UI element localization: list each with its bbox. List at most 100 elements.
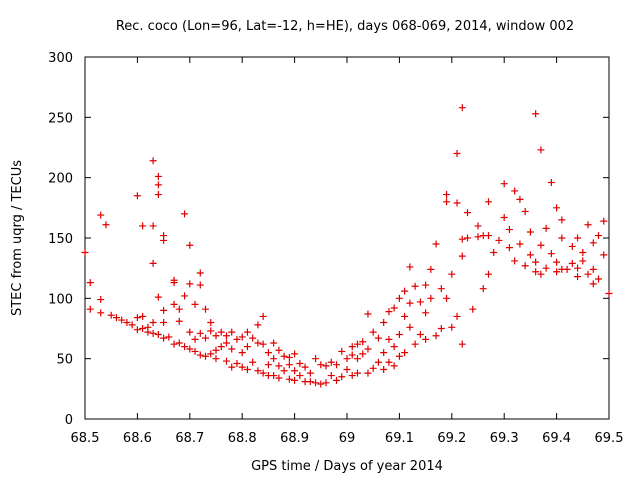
data-point (432, 332, 440, 340)
data-point (395, 331, 403, 339)
data-point (595, 275, 603, 283)
data-point (233, 359, 241, 367)
data-point (600, 251, 608, 259)
data-point (139, 312, 147, 320)
data-point (563, 265, 571, 273)
data-point (133, 326, 141, 334)
data-point (102, 221, 110, 229)
x-tick-label: 68.8 (228, 431, 257, 446)
data-point (306, 378, 314, 386)
data-point (432, 240, 440, 248)
data-point (568, 242, 576, 250)
data-point (395, 352, 403, 360)
data-point (547, 178, 555, 186)
data-point (154, 293, 162, 301)
data-point (222, 357, 230, 365)
data-point (86, 305, 94, 313)
data-point (238, 349, 246, 357)
data-point (280, 352, 288, 360)
data-point (589, 280, 597, 288)
data-point (186, 241, 194, 249)
data-point (595, 232, 603, 240)
data-point (191, 347, 199, 355)
data-point (296, 372, 304, 380)
data-point (186, 280, 194, 288)
data-point (228, 345, 236, 353)
x-tick-label: 69 (339, 431, 356, 446)
data-point (139, 222, 147, 230)
data-point (395, 294, 403, 302)
data-point (584, 270, 592, 278)
data-point (264, 349, 272, 357)
data-point (249, 358, 257, 366)
data-point (532, 268, 540, 276)
y-axis-label: STEC from uqrg / TECUs (10, 160, 25, 316)
data-point (154, 331, 162, 339)
data-point (484, 232, 492, 240)
data-point (112, 314, 120, 322)
data-point (238, 333, 246, 341)
data-point (453, 312, 461, 320)
data-point (165, 333, 173, 341)
data-point (359, 338, 367, 346)
y-tick-label: 300 (48, 51, 73, 66)
data-point (202, 305, 210, 313)
data-point (406, 263, 414, 271)
chart-title: Rec. coco (Lon=96, Lat=-12, h=HE), days … (116, 19, 574, 34)
data-point (537, 146, 545, 154)
data-point (149, 329, 157, 337)
data-point (322, 362, 330, 370)
data-point (86, 279, 94, 287)
data-point (170, 279, 178, 287)
data-point (364, 345, 372, 353)
data-point (369, 328, 377, 336)
data-point (411, 282, 419, 290)
data-point (291, 367, 299, 375)
data-point (532, 110, 540, 118)
data-point (175, 339, 183, 347)
data-point (275, 374, 283, 382)
data-point (422, 335, 430, 343)
data-point (254, 339, 262, 347)
y-tick-label: 250 (48, 111, 73, 126)
data-point (317, 361, 325, 369)
data-point (406, 299, 414, 307)
data-point (170, 300, 178, 308)
data-point (369, 364, 377, 372)
data-point (243, 343, 251, 351)
data-point (212, 355, 220, 363)
data-point (107, 311, 115, 319)
data-point (160, 318, 168, 326)
data-point (259, 340, 267, 348)
data-point (196, 329, 204, 337)
data-point (505, 226, 513, 234)
data-point (505, 244, 513, 252)
data-point (380, 366, 388, 374)
data-point (207, 318, 215, 326)
data-point (306, 369, 314, 377)
data-point (149, 259, 157, 267)
data-point (479, 285, 487, 293)
data-point (238, 363, 246, 371)
data-point (353, 355, 361, 363)
data-point (474, 222, 482, 230)
data-point (553, 204, 561, 212)
data-point (186, 328, 194, 336)
data-point (516, 240, 524, 248)
data-point (495, 236, 503, 244)
data-point (401, 287, 409, 295)
data-point (275, 346, 283, 354)
data-point (390, 304, 398, 312)
data-point (537, 241, 545, 249)
data-point (196, 269, 204, 277)
data-point (291, 350, 299, 358)
x-tick-label: 68.9 (280, 431, 309, 446)
data-point (469, 305, 477, 313)
data-point (374, 334, 382, 342)
x-tick-label: 69.5 (595, 431, 624, 446)
data-point (144, 323, 152, 331)
data-point (453, 199, 461, 207)
data-point (422, 281, 430, 289)
data-point (160, 334, 168, 342)
